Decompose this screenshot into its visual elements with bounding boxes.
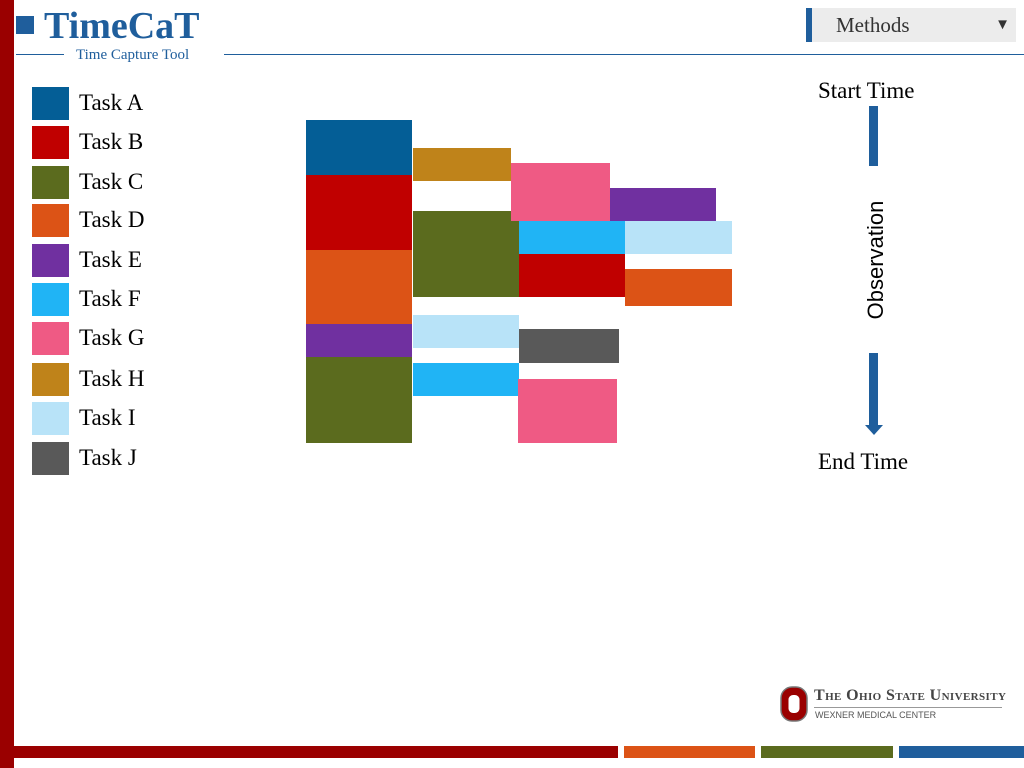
university-name: The Ohio State University: [814, 687, 1007, 704]
app-title: TimeCaT: [44, 5, 200, 47]
timeline-line-top: [869, 106, 878, 166]
task-block: [413, 315, 519, 348]
legend-label: Task B: [79, 129, 144, 154]
bottom-bar-green: [761, 746, 893, 758]
task-block: [625, 269, 732, 306]
legend-swatch: [32, 322, 69, 355]
legend-swatch: [32, 442, 69, 475]
legend-label: Task I: [79, 405, 136, 430]
footer-divider: [814, 707, 1002, 708]
legend-label: Task F: [79, 286, 141, 311]
bottom-bar-orange: [624, 746, 755, 758]
legend-label: Task C: [79, 169, 144, 194]
chevron-down-icon: ▼: [995, 17, 1010, 33]
task-block: [413, 148, 511, 181]
bottom-bar-blue: [899, 746, 1024, 758]
task-block: [610, 188, 716, 221]
block-o-logo-icon: [780, 686, 808, 722]
task-block: [511, 163, 610, 221]
bottom-accent-bar: [0, 746, 618, 758]
medical-center-name: WEXNER MEDICAL CENTER: [815, 710, 937, 720]
task-block: [519, 329, 619, 363]
arrow-down-icon: [865, 425, 883, 435]
task-block: [413, 211, 519, 297]
header-divider-left: [16, 54, 64, 55]
app-subtitle: Time Capture Tool: [76, 47, 190, 63]
task-block: [519, 221, 625, 254]
task-block: [306, 120, 412, 175]
header-divider-right: [224, 54, 1024, 55]
end-time-label: End Time: [818, 449, 909, 474]
legend-label: Task E: [79, 247, 142, 272]
timeline-line-bottom: [869, 353, 878, 426]
legend-swatch: [32, 244, 69, 277]
legend-swatch: [32, 166, 69, 199]
start-time-label: Start Time: [818, 78, 915, 103]
legend-swatch: [32, 204, 69, 237]
task-block: [306, 175, 412, 250]
task-block: [306, 250, 412, 324]
left-accent-bar: [0, 0, 14, 768]
task-block: [306, 324, 412, 357]
section-dropdown[interactable]: Methods ▼: [806, 8, 1016, 42]
legend-swatch: [32, 87, 69, 120]
section-dropdown-label: Methods: [836, 13, 910, 37]
task-block: [306, 357, 412, 443]
legend-swatch: [32, 283, 69, 316]
task-block: [625, 221, 732, 254]
legend-label: Task H: [79, 366, 145, 391]
legend-label: Task A: [79, 90, 144, 115]
task-block: [518, 379, 617, 443]
legend-swatch: [32, 126, 69, 159]
task-block: [519, 254, 625, 297]
legend-label: Task D: [79, 207, 145, 232]
observation-label: Observation: [863, 200, 888, 320]
legend-swatch: [32, 363, 69, 396]
legend-swatch: [32, 402, 69, 435]
legend-label: Task J: [79, 445, 137, 470]
task-block: [413, 363, 519, 396]
legend-label: Task G: [79, 325, 145, 350]
logo-square-icon: [16, 16, 34, 34]
